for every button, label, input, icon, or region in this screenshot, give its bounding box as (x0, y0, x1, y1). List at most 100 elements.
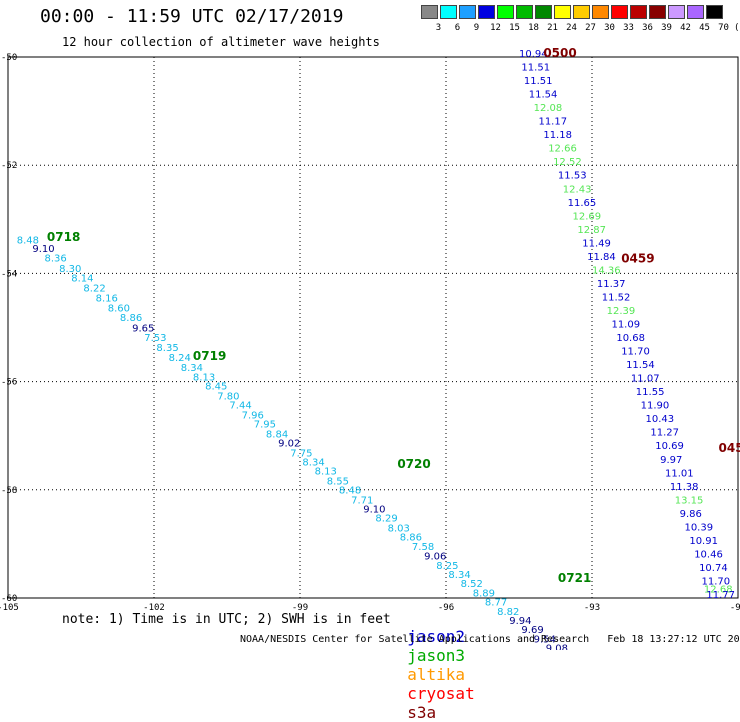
wave-height-point: 7.75 (290, 448, 312, 459)
satellite-legend: jason2 jason3 altika cryosat s3a (388, 608, 483, 722)
legend-label: 21 (547, 23, 558, 33)
wave-height-point: 8.24 (169, 353, 191, 364)
wave-height-point: 8.52 (461, 579, 483, 590)
wave-height-point: 8.55 (327, 476, 349, 487)
sat-altika: altika (407, 665, 466, 684)
wave-height-point: 10.74 (699, 563, 728, 574)
wave-height-point: 11.54 (626, 360, 655, 371)
wave-height-point: 8.77 (485, 598, 507, 609)
wave-height-point: 8.36 (45, 253, 67, 264)
wave-height-point: 11.54 (529, 90, 558, 101)
legend-label: 9 (473, 23, 480, 33)
wave-height-point: 11.70 (621, 347, 650, 358)
wave-height-point: 13.15 (675, 495, 704, 506)
legend-label: 30 (604, 23, 615, 33)
legend-label: 45 (699, 23, 710, 33)
legend-swatch (592, 5, 609, 19)
legend-swatch (535, 5, 552, 19)
legend-swatch (478, 5, 495, 19)
wave-height-point: 11.51 (521, 63, 550, 74)
legend-swatch (554, 5, 571, 19)
wave-height-point: 11.55 (636, 387, 665, 398)
wave-height-point: 8.34 (302, 457, 324, 468)
legend-label: 42 (680, 23, 691, 33)
legend-swatch (459, 5, 476, 19)
legend-swatch (611, 5, 628, 19)
wave-height-point: 8.82 (497, 607, 519, 618)
wave-height-point: 12.43 (563, 184, 592, 195)
lat-tick-label: -52 (1, 161, 17, 171)
wave-height-point: 8.13 (315, 467, 337, 478)
wave-height-point: 11.18 (543, 130, 572, 141)
wave-height-point: 7.96 (242, 410, 264, 421)
sat-jason3: jason3 (407, 646, 466, 665)
map-frame (7, 56, 739, 599)
wave-height-point: 9.06 (424, 552, 446, 563)
wave-height-point: 8.34 (181, 363, 203, 374)
legend-swatch (630, 5, 647, 19)
wave-height-point: 9.54 (534, 634, 556, 645)
wave-height-point: 8.14 (71, 274, 93, 285)
wave-height-map: -105 -102 -99 -96 -93 -90 -50 -52 -54 -56 -58 -60 8.… (0, 46, 740, 650)
wave-height-point: 8.86 (120, 313, 142, 324)
wave-height-point: 10.39 (684, 522, 713, 533)
wave-height-point: 9.65 (132, 323, 154, 334)
pass-time-label: 0720 (397, 457, 430, 471)
lon-tick-label: -99 (292, 603, 308, 613)
wave-height-point: 8.22 (83, 283, 105, 294)
map-title: 00:00 - 11:59 UTC 02/17/2019 (40, 6, 344, 27)
credit-line: NOAA/NESDIS Center for Satellite Applica… (240, 634, 740, 645)
legend-label: 36 (642, 23, 653, 33)
legend-label: (ft) (734, 23, 740, 33)
legend-swatch (516, 5, 533, 19)
wave-height-point: 11.27 (650, 428, 679, 439)
legend-label: 70 (718, 23, 729, 33)
wave-height-point: 11.90 (641, 401, 670, 412)
wave-height-point: 11.53 (558, 171, 587, 182)
wave-height-point: 11.17 (538, 117, 567, 128)
legend-swatch (497, 5, 514, 19)
legend-swatch (687, 5, 704, 19)
wave-height-point: 7.71 (351, 495, 373, 506)
lat-tick-label: -54 (1, 269, 17, 279)
legend-swatch (421, 5, 438, 19)
wave-height-point: 7.53 (144, 333, 166, 344)
lat-tick-label: -58 (1, 486, 17, 496)
wave-height-point: 10.46 (694, 549, 723, 560)
wave-height-point: 9.02 (278, 439, 300, 450)
wave-height-point: 10.91 (689, 536, 718, 547)
wave-height-point: 10.94 (519, 49, 548, 60)
wave-height-point: 10.43 (646, 414, 675, 425)
lon-tick-label: -105 (0, 603, 19, 613)
lon-tick-label: -93 (584, 603, 600, 613)
wave-height-point: 11.09 (611, 320, 640, 331)
legend-label: 6 (454, 23, 461, 33)
legend-label: 3 (435, 23, 442, 33)
wave-height-point: 12.68 (704, 585, 733, 596)
wave-height-point: 9.10 (363, 505, 385, 516)
legend-label: 33 (623, 23, 634, 33)
wave-height-point: 8.16 (96, 294, 118, 305)
legend-label: 27 (585, 23, 596, 33)
legend-label: 24 (566, 23, 577, 33)
wave-height-point: 8.48 (17, 236, 39, 247)
wave-height-point: 8.86 (400, 533, 422, 544)
wave-height-point: 12.66 (548, 144, 577, 155)
wave-height-point: 7.58 (412, 542, 434, 553)
sat-cryosat: cryosat (407, 684, 475, 703)
wave-height-point: 8.13 (193, 373, 215, 384)
wave-height-point: 8.03 (388, 523, 410, 534)
wave-height-point: 8.48 (339, 486, 361, 497)
wave-height-point: 10.68 (616, 333, 645, 344)
wave-height-point: 8.45 (205, 382, 227, 393)
wave-height-point: 9.97 (660, 455, 682, 466)
wave-height-point: 7.44 (229, 401, 251, 412)
lon-tick-label: -102 (143, 603, 165, 613)
wave-height-point: 9.10 (32, 244, 54, 255)
wave-height-point: 14.36 (592, 265, 621, 276)
wave-height-point: 11.52 (602, 292, 631, 303)
wave-height-point: 11.38 (670, 482, 699, 493)
wave-height-point: 12.69 (573, 211, 602, 222)
wave-height-point: 8.29 (375, 514, 397, 525)
pass-time-label: 0719 (193, 349, 226, 363)
